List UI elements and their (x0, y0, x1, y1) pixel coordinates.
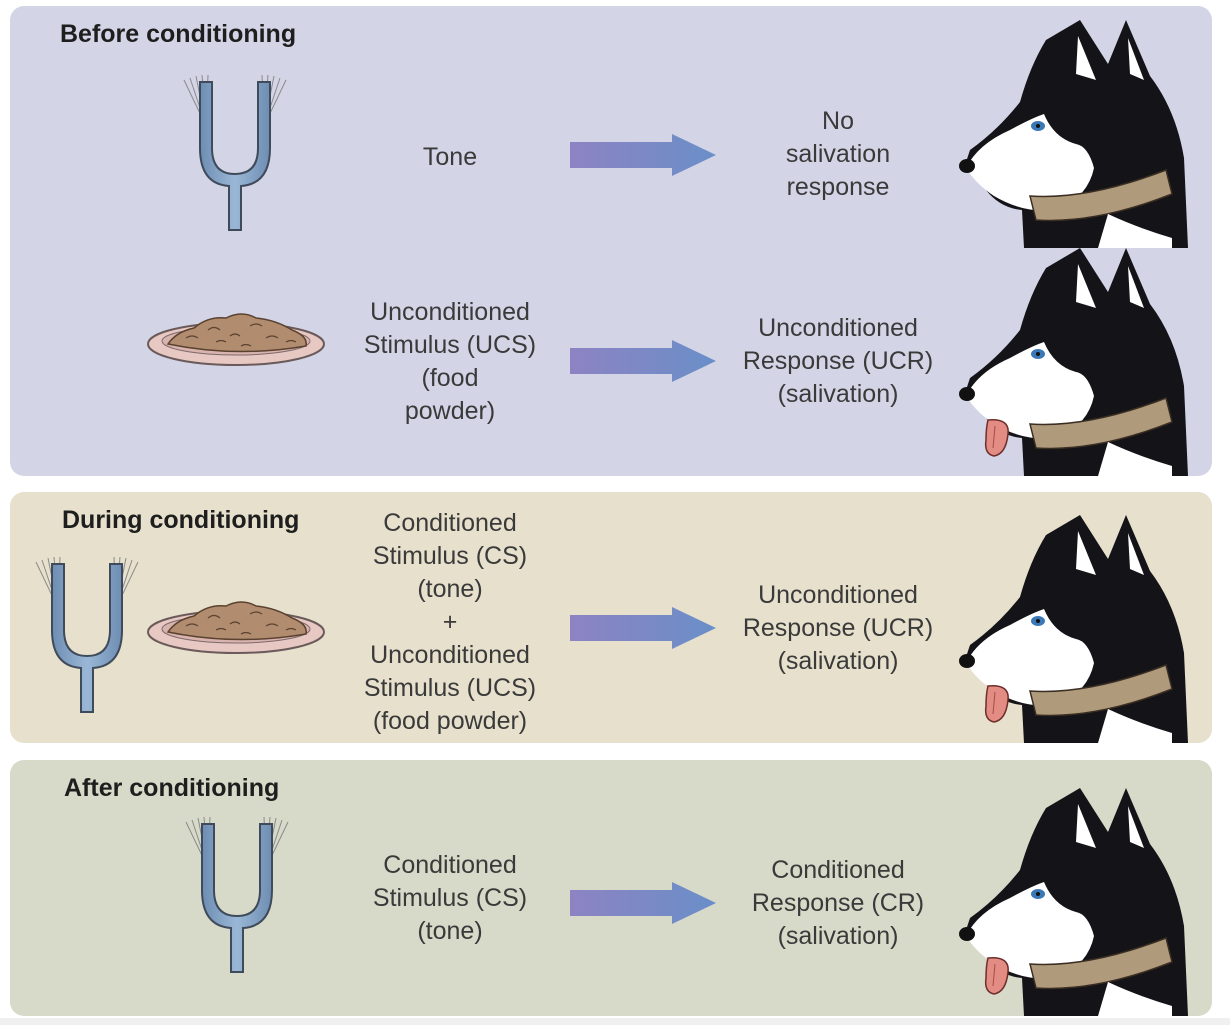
response-label: Conditioned Response (CR) (salivation) (751, 856, 925, 950)
panel-before-conditioning: Before conditioning Tone No salivation r… (10, 6, 1212, 476)
panel-after-conditioning: After conditioning Conditioned Stimulus … (10, 760, 1212, 1016)
arrow-icon (570, 607, 716, 649)
tuning-fork-icon (180, 74, 290, 234)
panel-during-conditioning: During conditioning Conditioned Stimulus… (10, 492, 1212, 743)
stimulus-label: Tone (422, 143, 478, 171)
panel-title: Before conditioning (60, 20, 297, 48)
arrow-icon (570, 340, 716, 382)
stimulus-label: Conditioned Stimulus (CS) (tone) (372, 851, 528, 945)
tongue-icon (982, 684, 1012, 724)
arrow-icon (570, 882, 716, 924)
arrow-icon (570, 134, 716, 176)
bottom-edge-strip (0, 1018, 1230, 1025)
tongue-icon (982, 418, 1012, 458)
panel-title: During conditioning (62, 506, 300, 534)
stimulus-label: Conditioned Stimulus (CS) (tone) + Uncon… (363, 509, 537, 735)
tuning-fork-icon (182, 816, 292, 976)
husky-dog-icon (958, 18, 1188, 248)
food-bowl-icon (146, 596, 326, 656)
response-label: Unconditioned Response (UCR) (salivation… (742, 314, 934, 408)
response-label: Unconditioned Response (UCR) (salivation… (742, 581, 934, 675)
tongue-icon (982, 956, 1012, 996)
stimulus-label: Unconditioned Stimulus (UCS) (food powde… (363, 298, 537, 425)
tuning-fork-icon (32, 556, 142, 716)
food-bowl-icon (146, 308, 326, 368)
panel-title: After conditioning (64, 774, 280, 802)
response-label: No salivation response (785, 107, 891, 201)
